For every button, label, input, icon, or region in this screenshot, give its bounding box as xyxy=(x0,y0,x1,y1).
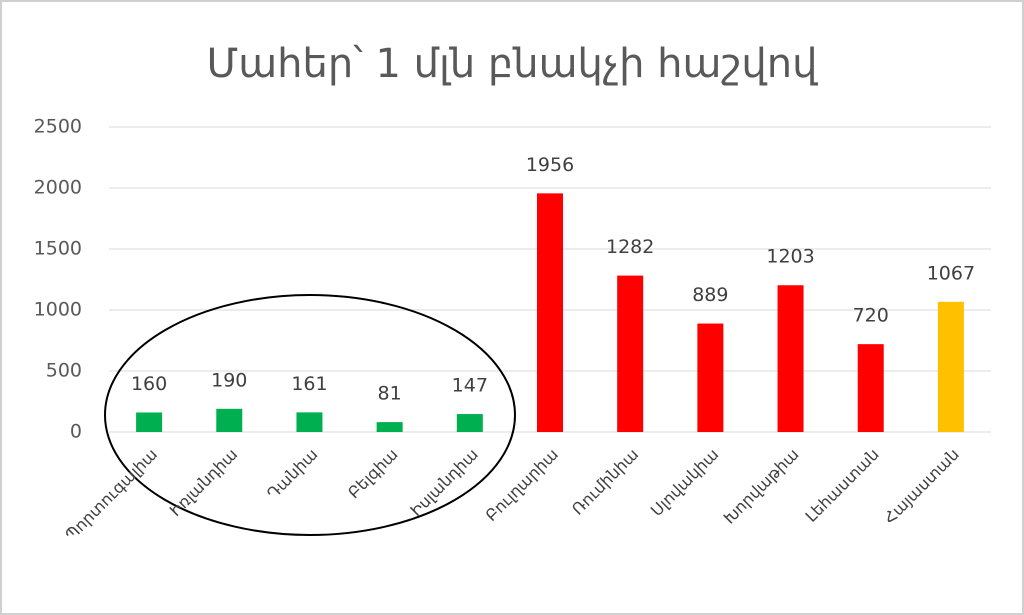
y-tick-label: 2000 xyxy=(34,177,82,199)
y-tick-label: 2500 xyxy=(34,116,82,138)
bar xyxy=(777,285,804,432)
data-label: 1067 xyxy=(927,262,975,284)
data-label: 1203 xyxy=(766,246,814,268)
data-label: 160 xyxy=(131,373,167,395)
bar xyxy=(376,422,403,432)
data-label: 190 xyxy=(211,369,247,391)
bar xyxy=(456,414,483,432)
y-tick-label: 1500 xyxy=(34,238,82,260)
bar xyxy=(937,301,964,432)
data-label: 720 xyxy=(853,305,889,327)
data-label: 889 xyxy=(692,284,728,306)
bar xyxy=(537,193,563,432)
bar xyxy=(857,344,884,432)
data-label: 81 xyxy=(378,383,402,405)
bar xyxy=(617,275,644,432)
bar xyxy=(296,412,323,432)
chart-title: Մահեր՝ 1 մլն բնակչի հաշվով xyxy=(207,41,819,87)
data-label: 161 xyxy=(291,373,327,395)
y-tick-label: 0 xyxy=(70,421,82,443)
data-label: 147 xyxy=(452,375,488,397)
data-label: 1956 xyxy=(526,154,574,176)
bar xyxy=(697,323,724,432)
y-tick-label: 1000 xyxy=(34,299,82,321)
bar xyxy=(216,408,243,432)
highlight-ellipse xyxy=(104,294,516,536)
data-label: 1282 xyxy=(606,236,654,258)
bar xyxy=(136,412,163,432)
y-tick-label: 500 xyxy=(46,360,82,382)
